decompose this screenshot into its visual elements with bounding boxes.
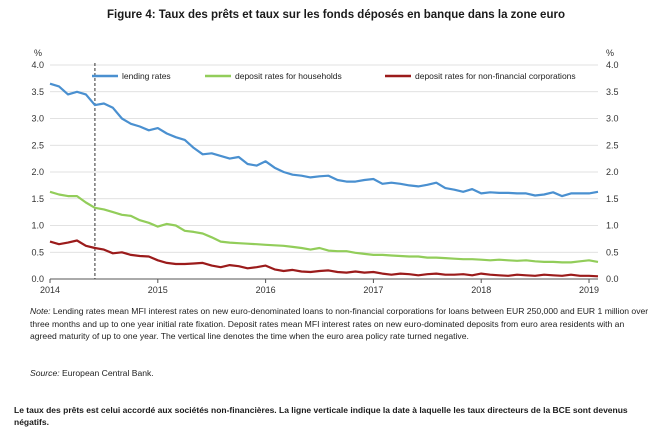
y-tick-label-left: 4.0 (31, 60, 44, 70)
note-text: Lending rates mean MFI interest rates on… (30, 306, 649, 341)
y-tick-label-left: 1.5 (31, 194, 44, 204)
x-tick-label: 2014 (40, 285, 60, 295)
x-tick-label: 2019 (579, 285, 599, 295)
y-tick-label-right: 0.0 (606, 274, 619, 284)
y-tick-label-right: 2.5 (606, 140, 619, 150)
chart-note: Note: Lending rates mean MFI interest ra… (30, 305, 650, 343)
x-tick-label: 2015 (148, 285, 168, 295)
x-tick-label: 2018 (471, 285, 491, 295)
y-tick-label-right: 2.0 (606, 167, 619, 177)
x-tick-label: 2016 (256, 285, 276, 295)
y-tick-label-left: 0.5 (31, 247, 44, 257)
y-tick-label-right: 1.5 (606, 194, 619, 204)
figure-caption: Le taux des prêts est celui accordé aux … (14, 405, 628, 427)
chart-source: Source: European Central Bank. (30, 368, 154, 378)
y-tick-label-right: 1.0 (606, 221, 619, 231)
figure-title: Figure 4: Taux des prêts et taux sur les… (107, 9, 565, 21)
x-tick-label: 2017 (363, 285, 383, 295)
y-tick-label-left: 1.0 (31, 221, 44, 231)
y-tick-label-left: 3.5 (31, 87, 44, 97)
y-tick-label-left: 2.5 (31, 140, 44, 150)
source-text: European Central Bank. (59, 368, 154, 378)
y-tick-label-left: 3.0 (31, 114, 44, 124)
legend-label: deposit rates for households (235, 71, 342, 81)
series-lines (49, 82, 599, 278)
axes: 4.0 4.0 3.5 3.5 3.0 3.0 2.5 2.5 2.0 2.0 1.5 1.5 1.0 1… (31, 48, 618, 295)
y-tick-label-left: 2.0 (31, 167, 44, 177)
y-tick-label-right: 4.0 (606, 60, 619, 70)
series-line-deposit-rates-for-households (49, 190, 599, 264)
y-unit-right: % (606, 48, 614, 58)
y-unit-left: % (34, 48, 42, 58)
series-line-deposit-rates-for-non-financial-corporations (49, 239, 599, 278)
y-tick-label-left: 0.0 (31, 274, 44, 284)
y-gridlines (50, 64, 598, 280)
source-label: Source: (30, 368, 60, 378)
y-tick-label-right: 0.5 (606, 247, 619, 257)
series-line-lending-rates (49, 82, 599, 198)
legend: lending rates deposit rates for household… (92, 71, 576, 81)
line-chart: 4.0 4.0 3.5 3.5 3.0 3.0 2.5 2.5 2.0 2.0 1.5 1.5 1.0 1… (31, 48, 618, 295)
y-tick-label-right: 3.5 (606, 87, 619, 97)
note-label: Note: (30, 306, 51, 316)
legend-label: lending rates (122, 71, 171, 81)
legend-label: deposit rates for non-financial corporat… (415, 71, 576, 81)
y-tick-label-right: 3.0 (606, 114, 619, 124)
